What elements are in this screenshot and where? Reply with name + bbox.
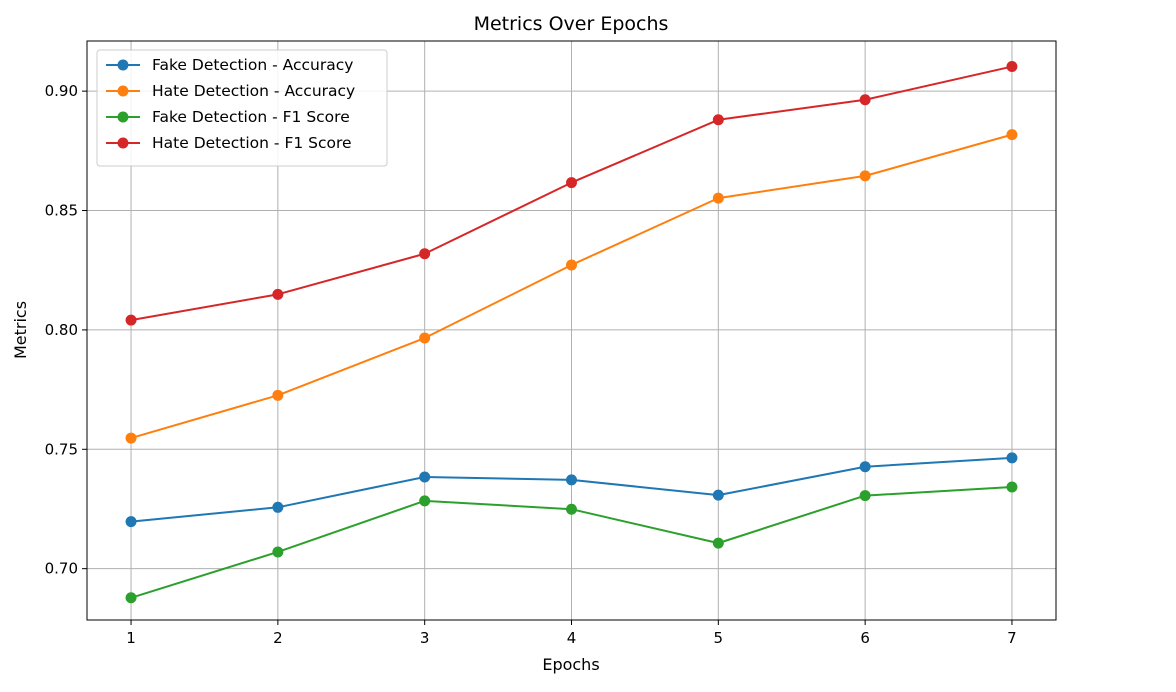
data-point (419, 248, 431, 260)
legend-label: Hate Detection - Accuracy (152, 82, 355, 100)
y-axis-label: Metrics (11, 301, 30, 359)
data-point (1006, 481, 1018, 493)
legend-swatch-marker (117, 111, 129, 123)
legend: Fake Detection - Accuracy Hate Detection … (96, 49, 388, 167)
x-tick-label: 5 (714, 629, 724, 647)
x-tick-label: 3 (420, 629, 430, 647)
data-point (1006, 61, 1018, 73)
x-axis-label: Epochs (542, 655, 599, 674)
data-point (566, 474, 577, 486)
data-point (712, 489, 724, 501)
y-tick-label: 0.75 (45, 440, 78, 458)
legend-label: Hate Detection - F1 Score (152, 134, 352, 152)
data-point (566, 503, 577, 515)
x-tick-label: 2 (273, 629, 283, 647)
data-point (125, 432, 137, 444)
data-point (712, 192, 724, 204)
data-point (125, 516, 137, 528)
y-tick-label: 0.90 (45, 82, 78, 100)
y-tick-label: 0.80 (45, 321, 78, 339)
y-tick-label: 0.70 (45, 560, 78, 578)
chart-title: Metrics Over Epochs (474, 13, 669, 35)
x-tick-label: 7 (1007, 629, 1017, 647)
data-point (712, 114, 724, 126)
data-point (272, 288, 284, 300)
x-tick-label: 4 (567, 629, 577, 647)
y-tick-label: 0.85 (45, 202, 78, 220)
x-tick-label: 1 (126, 629, 136, 647)
data-point (1006, 452, 1018, 464)
series-lines (125, 61, 1018, 604)
legend-swatch-marker (117, 59, 129, 71)
axis-ticks: 1 2 3 4 5 6 7 0.70 0.75 0.80 0.85 0.90 (45, 82, 1017, 647)
legend-swatch-marker (117, 137, 129, 149)
data-point (419, 495, 431, 507)
data-point (712, 537, 724, 549)
data-point (419, 471, 431, 483)
data-point (859, 94, 871, 106)
data-point (272, 501, 284, 513)
legend-label: Fake Detection - F1 Score (152, 108, 350, 126)
x-tick-label: 6 (860, 629, 870, 647)
data-point (859, 170, 871, 182)
legend-label: Fake Detection - Accuracy (152, 56, 353, 74)
legend-swatch-marker (117, 85, 129, 97)
data-point (859, 490, 871, 502)
data-point (272, 389, 284, 401)
data-point (1006, 129, 1018, 141)
data-point (125, 592, 137, 604)
data-point (125, 314, 137, 326)
data-point (272, 546, 284, 558)
data-point (859, 461, 871, 473)
data-point (566, 177, 577, 189)
data-point (419, 332, 431, 344)
legend-box (96, 49, 388, 167)
data-point (566, 259, 577, 271)
